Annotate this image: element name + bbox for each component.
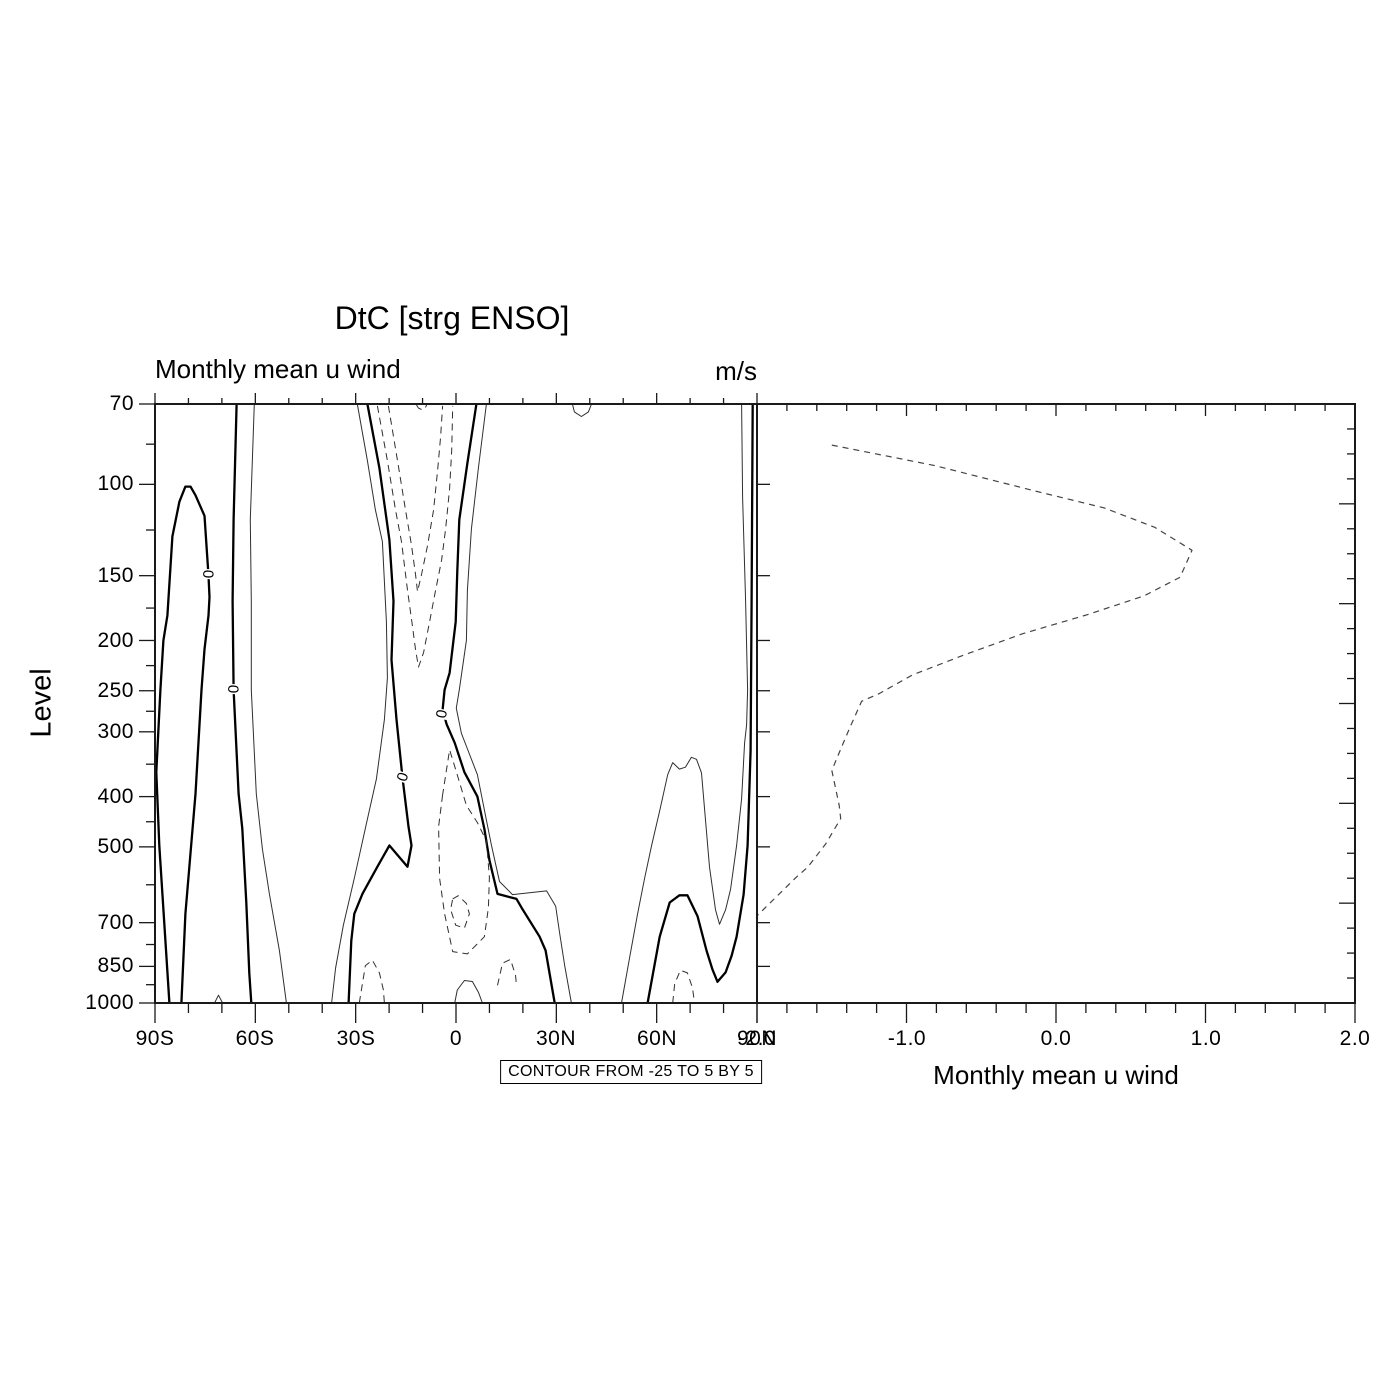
y-tick-label-850: 850: [97, 954, 134, 977]
figure-title: DtC [strg ENSO]: [334, 300, 570, 336]
profile-x-tick-neg1: -1.0: [887, 1027, 927, 1050]
y-tick-label-200: 200: [97, 629, 134, 652]
contour-zero-label-4: 0: [432, 707, 452, 721]
y-tick-label-300: 300: [97, 720, 134, 743]
x-tick-label-30s: 30S: [336, 1027, 376, 1050]
x-tick-label-60n: 60N: [636, 1027, 678, 1050]
profile-x-tick-2: 2.0: [1339, 1027, 1371, 1050]
profile-x-tick-neg2: -2.0: [737, 1027, 777, 1050]
profile-x-tick-0: 0.0: [1040, 1027, 1072, 1050]
y-tick-label-100: 100: [97, 472, 134, 495]
contour-zero-label-1: 0: [199, 568, 218, 580]
x-tick-label-60s: 60S: [235, 1027, 275, 1050]
y-tick-label-500: 500: [97, 835, 134, 858]
y-tick-label-250: 250: [97, 679, 134, 702]
y-tick-label-150: 150: [97, 564, 134, 587]
left-panel-subtitle: Monthly mean u wind: [155, 354, 401, 384]
y-tick-label-1000: 1000: [85, 991, 134, 1014]
contour-zero-label-2: 0: [224, 683, 243, 695]
x-tick-label-0: 0: [449, 1027, 463, 1050]
y-tick-label-700: 700: [97, 911, 134, 934]
x-tick-label-90n: 90N: [736, 1027, 778, 1050]
x-tick-label-90s: 90S: [135, 1027, 175, 1050]
y-tick-label-70: 70: [109, 392, 134, 415]
contour-info-box: CONTOUR FROM -25 TO 5 BY 5: [500, 1060, 762, 1084]
units-label: m/s: [715, 356, 757, 386]
y-tick-label-400: 400: [97, 785, 134, 808]
profile-x-tick-1: 1.0: [1190, 1027, 1222, 1050]
x-tick-label-30n: 30N: [535, 1027, 577, 1050]
profile-x-axis-title: Monthly mean u wind: [933, 1060, 1179, 1090]
